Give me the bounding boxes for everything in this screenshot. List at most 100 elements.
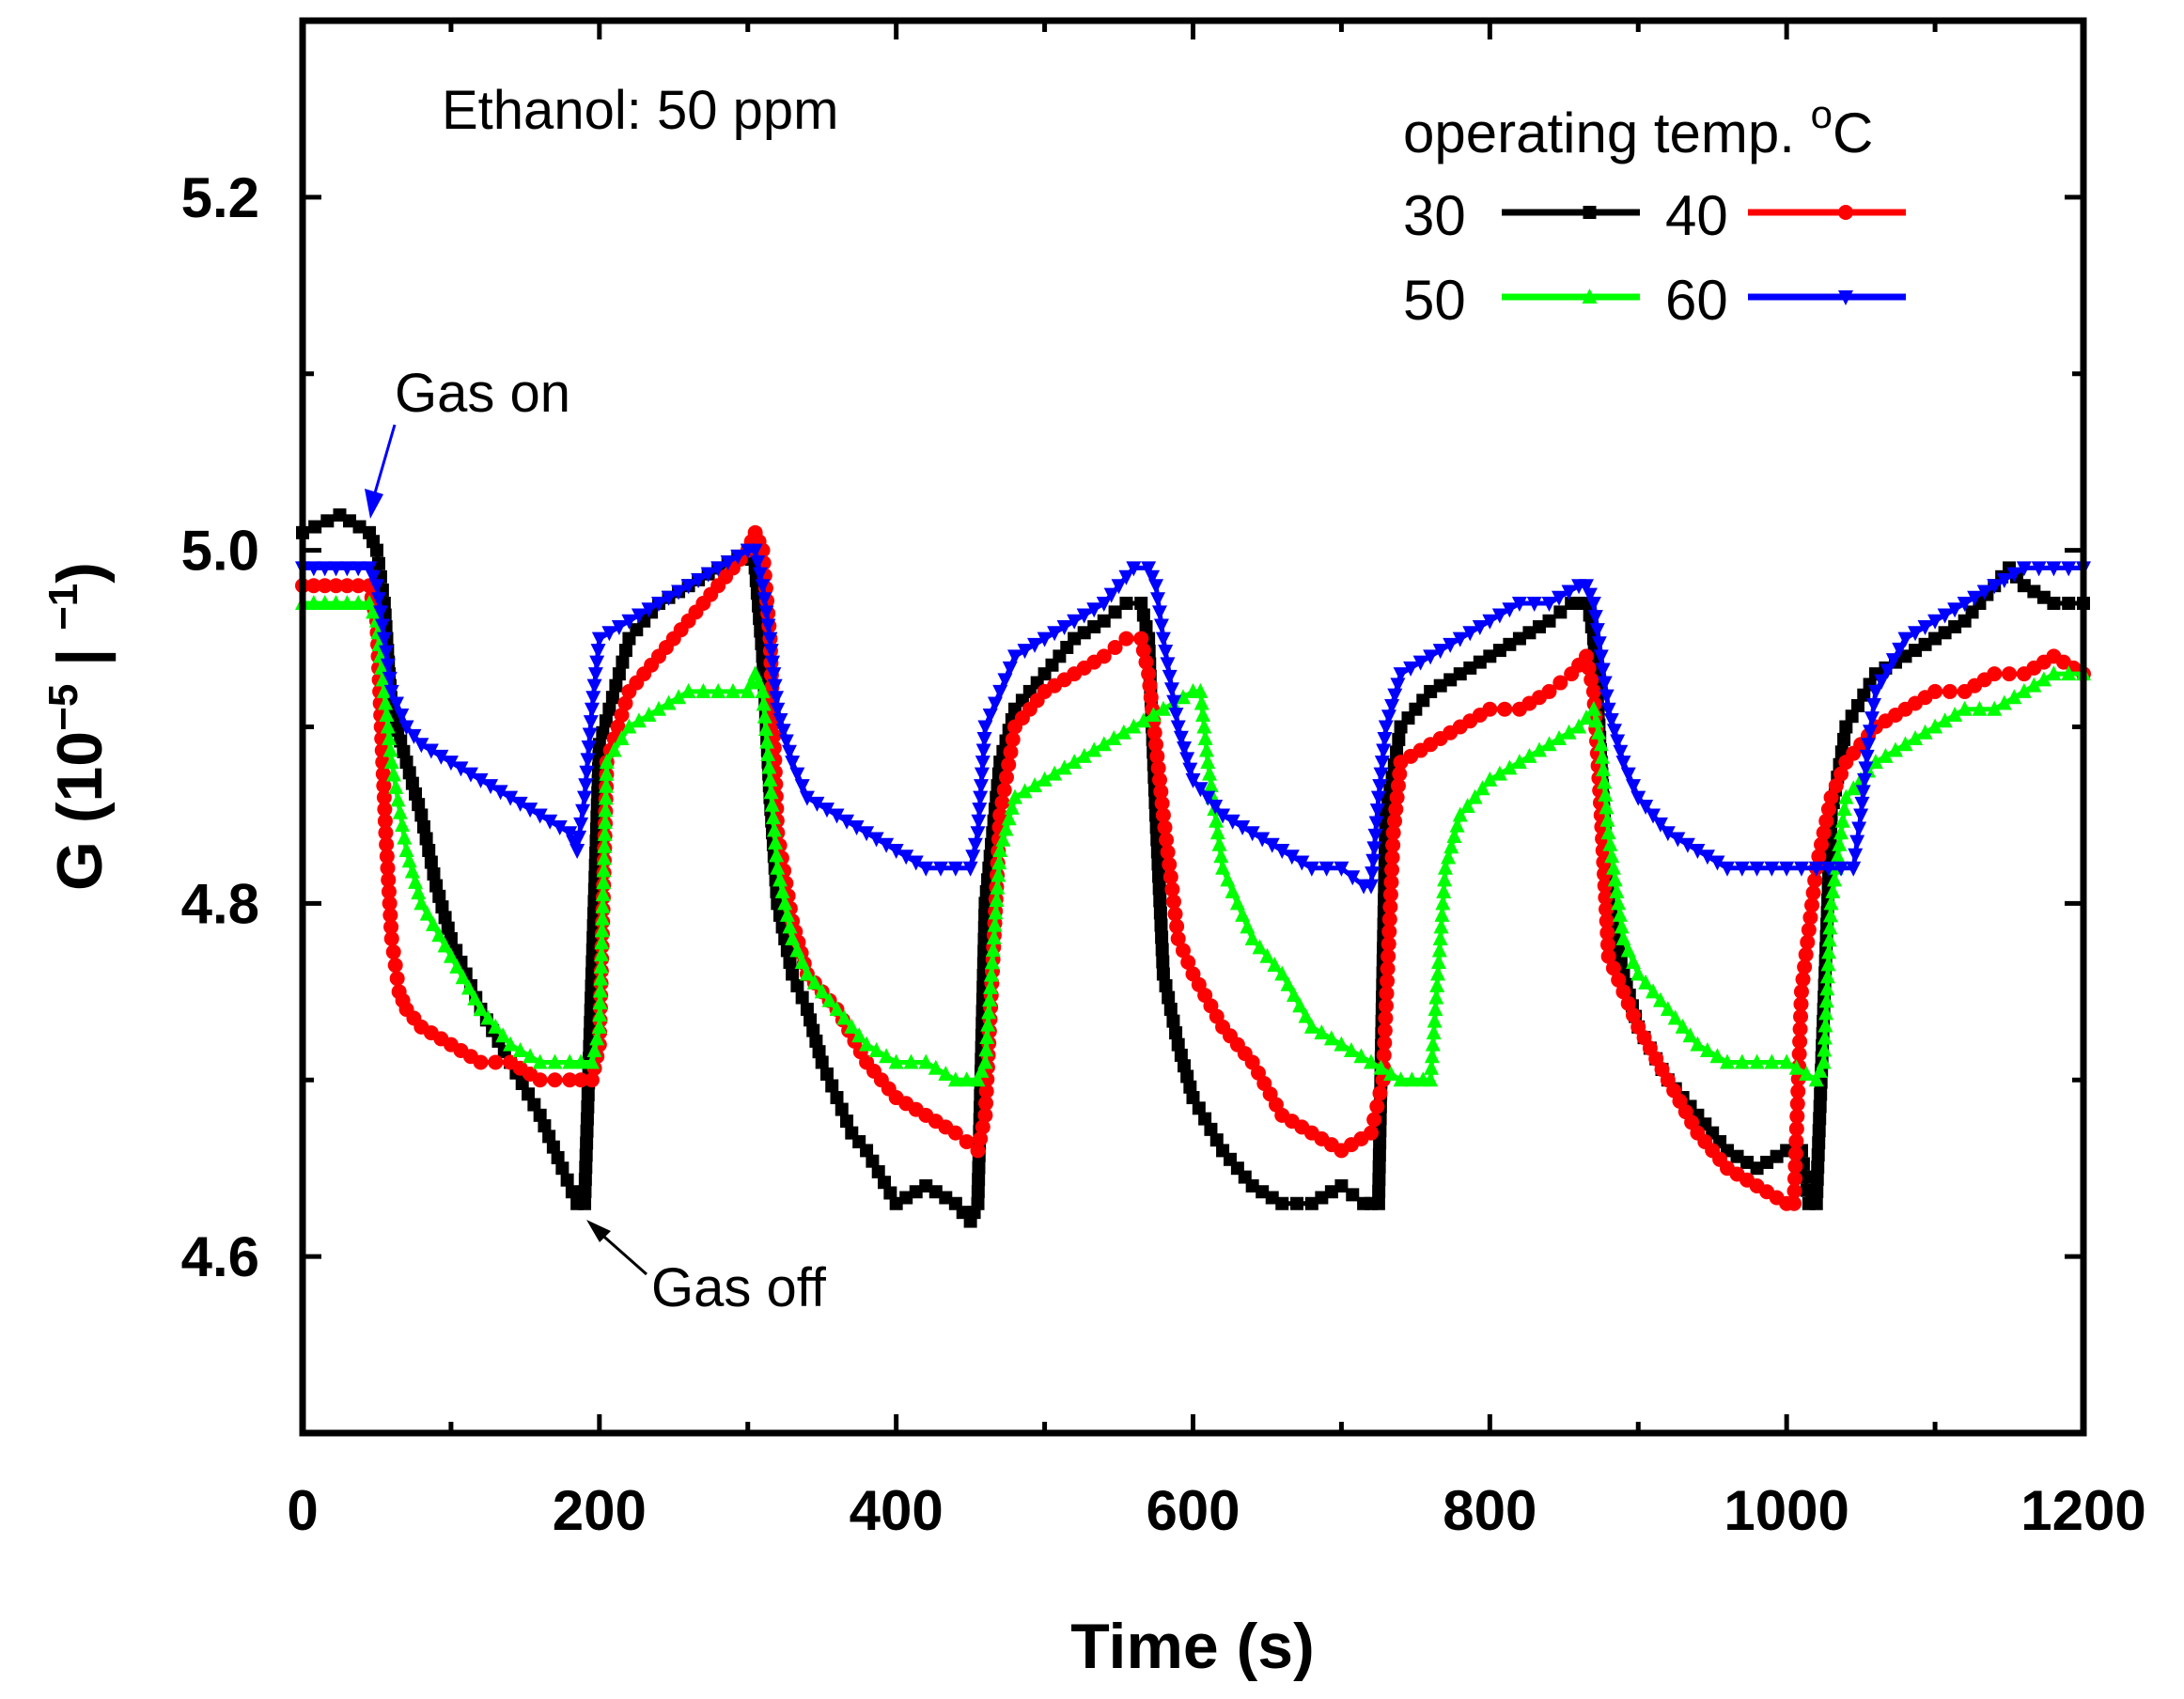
y-axis-title-mid: | [44,631,117,684]
data-point-30 [883,1186,897,1200]
data-point-50 [595,885,611,901]
data-point-50 [1198,741,1214,757]
data-point-30 [560,1173,574,1187]
data-point-60 [423,743,439,759]
data-point-30 [578,1196,592,1210]
data-point-60 [778,734,794,750]
data-point-60 [1976,585,1992,600]
data-point-60 [760,618,776,634]
data-point-50 [1597,773,1613,789]
data-point-60 [750,555,766,571]
legend-title-unit: C [1833,101,1873,164]
data-point-50 [1449,817,1465,833]
data-point-50 [398,842,414,858]
data-point-50 [2061,665,2077,681]
data-point-40 [1153,784,1169,800]
data-point-50 [1734,1053,1750,1069]
data-point-30 [1159,979,1173,993]
data-point-50 [593,958,609,974]
data-point-60 [1582,587,1598,603]
data-point-30 [1245,1178,1259,1192]
data-point-60 [1861,738,1877,754]
data-point-60 [1002,661,1018,677]
data-point-30 [596,725,610,740]
data-point-30 [1192,1101,1206,1115]
data-point-50 [1467,788,1483,804]
data-point-50 [651,700,666,716]
data-point-30 [1136,608,1150,622]
data-point-40 [1790,1083,1806,1099]
data-point-50 [1303,1018,1319,1034]
data-point-60 [1160,657,1176,673]
data-point-60 [1897,631,1913,647]
data-point-60 [775,724,791,740]
data-point-30 [1740,1155,1755,1169]
data-point-50 [1588,712,1604,728]
data-point-40 [1497,701,1513,717]
data-point-60 [1370,790,1386,806]
data-point-60 [2031,561,2047,577]
data-point-60 [1541,596,1557,612]
data-point-60 [1177,741,1193,757]
data-point-50 [1987,700,2003,716]
data-point-50 [1812,1062,1828,1078]
data-point-60 [1462,626,1478,642]
data-point-40 [978,1083,994,1099]
data-point-50 [317,594,333,610]
data-point-50 [980,1016,996,1032]
data-point-60 [769,691,785,707]
data-point-60 [1255,832,1271,848]
data-point-60 [1170,720,1186,736]
data-point-30 [565,1185,579,1199]
data-point-50 [836,1009,852,1025]
data-point-50 [1605,859,1621,875]
data-point-50 [1817,1029,1833,1045]
data-point-60 [1599,689,1615,705]
data-point-60 [1967,590,1983,606]
data-point-40 [1787,1158,1803,1174]
data-point-60 [1007,649,1022,665]
data-point-50 [1235,906,1251,922]
data-point-50 [621,718,637,734]
data-point-50 [495,1027,511,1043]
data-point-30 [878,1176,892,1190]
data-point-40 [562,1072,578,1088]
data-point-40 [970,1143,986,1159]
data-point-60 [1365,866,1381,882]
data-point-60 [473,772,489,788]
data-point-60 [1996,572,2012,588]
data-point-50 [959,1071,975,1087]
data-point-60 [770,702,786,718]
data-point-40 [1390,778,1406,794]
data-point-60 [1345,870,1361,886]
data-point-50 [977,1053,993,1069]
data-point-40 [1381,912,1397,927]
data-point-50 [1615,929,1631,945]
data-point-50 [1106,730,1122,746]
data-point-50 [1135,712,1151,728]
data-point-40 [1096,648,1112,664]
data-point-60 [1244,826,1260,842]
data-point-50 [1259,947,1275,963]
data-point-60 [1526,596,1542,612]
data-point-30 [1812,1136,1826,1150]
data-point-60 [1589,623,1605,639]
data-point-50 [1427,1001,1443,1017]
data-point-60 [1377,732,1393,748]
data-point-50 [449,959,465,974]
data-point-50 [573,1053,589,1069]
data-point-40 [1805,885,1821,901]
data-point-30 [825,1079,839,1093]
data-point-60 [973,790,989,806]
data-point-60 [1937,608,1953,624]
data-point-40 [351,578,367,594]
data-point-60 [1606,724,1622,740]
data-point-30 [538,1119,552,1133]
data-point-40 [992,807,1008,823]
data-point-50 [1056,759,1072,775]
data-point-50 [991,866,1006,882]
data-point-50 [1280,975,1296,991]
data-point-60 [389,696,405,712]
data-point-50 [1446,827,1462,843]
data-point-60 [1808,861,1824,877]
